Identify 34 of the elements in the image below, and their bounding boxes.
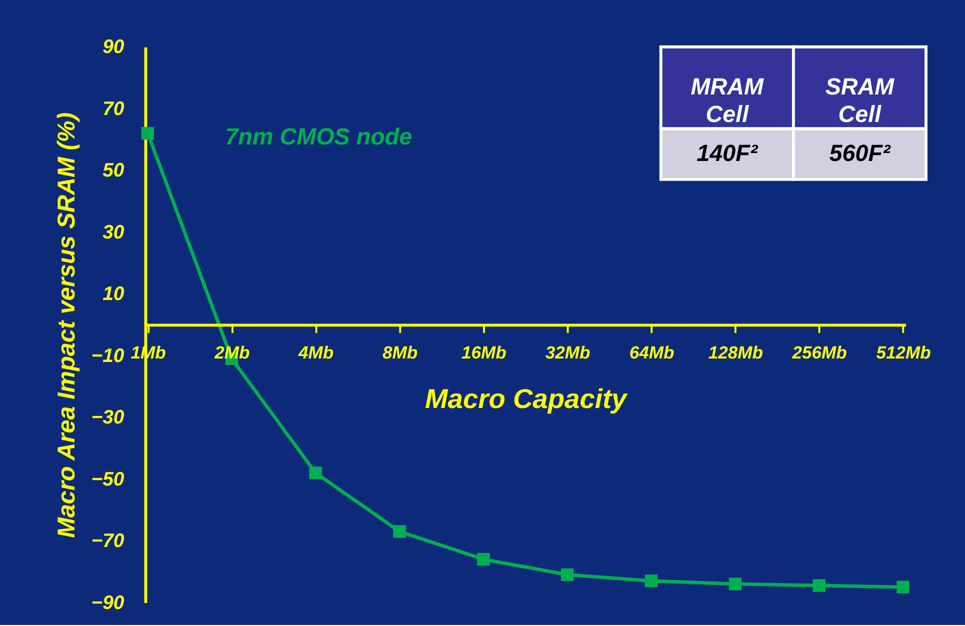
annotation: MRAM Cell	[690, 74, 764, 127]
x-tick-label: 4Mb	[298, 342, 334, 362]
y-tick-label: 10	[102, 283, 124, 306]
point	[644, 574, 658, 588]
y-axis-title: Macro Area Impact versus SRAM (%)	[54, 112, 81, 538]
point	[896, 580, 910, 594]
annotation: SRAM Cell	[825, 74, 895, 127]
x-tick-label: 8Mb	[382, 342, 418, 362]
y-tick-label: −30	[91, 406, 124, 429]
x-tick-label: 512Mb	[876, 342, 932, 362]
y-tick-label: 70	[102, 98, 124, 120]
annotation: 140F²	[696, 140, 759, 166]
y-tick-label: −90	[91, 592, 124, 614]
y-tick-label: 30	[102, 221, 124, 244]
point	[812, 579, 826, 592]
point	[560, 568, 574, 582]
y-tick-label: −70	[91, 530, 124, 552]
x-tick-label: 128Mb	[708, 342, 764, 362]
y-tick-label: −10	[91, 344, 124, 367]
x-tick-label: 64Mb	[629, 342, 674, 362]
x-tick-label: 256Mb	[791, 342, 848, 362]
point	[393, 525, 406, 538]
point	[141, 126, 154, 140]
x-tick-label: 16Mb	[462, 342, 507, 362]
point	[728, 578, 742, 590]
point	[477, 552, 490, 566]
annotation: 7nm CMOS node	[225, 123, 412, 150]
point	[309, 466, 322, 480]
x-tick-label: 32Mb	[545, 342, 591, 362]
y-tick-label: 50	[102, 160, 124, 182]
annotation: 560F²	[829, 140, 892, 166]
y-tick-label: 90	[102, 36, 124, 58]
x-axis-title: Macro Capacity	[425, 383, 629, 414]
y-tick-label: −50	[91, 468, 124, 490]
